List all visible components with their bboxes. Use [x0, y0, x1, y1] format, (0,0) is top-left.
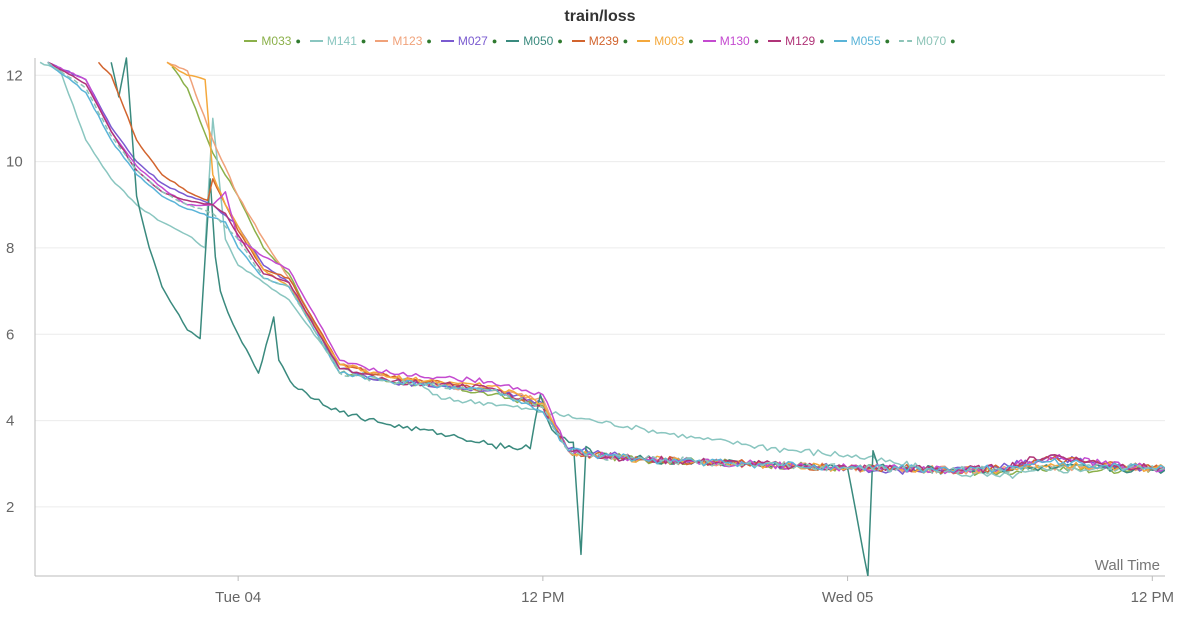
- status-dot-icon: ●: [295, 36, 301, 46]
- legend-label: M130: [719, 34, 750, 48]
- legend-label: M033: [261, 34, 292, 48]
- status-dot-icon: ●: [491, 36, 498, 46]
- legend-swatch: [244, 40, 258, 42]
- legend-swatch: [571, 40, 585, 42]
- x-tick-label: 12 PM: [521, 589, 564, 606]
- legend-label: M141: [326, 34, 357, 48]
- status-dot-icon: ●: [950, 36, 956, 46]
- legend-swatch: [440, 40, 454, 42]
- legend-item-m003[interactable]: M003 ●: [637, 34, 694, 48]
- series-line-m141: [39, 61, 1165, 479]
- legend-item-m129[interactable]: M129 ●: [768, 34, 825, 48]
- status-dot-icon: ●: [360, 36, 367, 46]
- x-axis-title: Wall Time: [1095, 557, 1160, 574]
- legend-swatch: [375, 40, 389, 42]
- chart-title: train/loss: [564, 8, 636, 25]
- status-dot-icon: ●: [884, 36, 891, 46]
- legend-label: M055: [850, 34, 881, 48]
- legend-label: M027: [457, 34, 488, 48]
- y-tick-label: 4: [6, 413, 14, 430]
- y-tick-label: 6: [6, 326, 14, 343]
- status-dot-icon: ●: [688, 36, 694, 46]
- legend-swatch: [506, 40, 520, 42]
- legend-item-m070[interactable]: M070 ●: [899, 34, 956, 48]
- legend-item-m239[interactable]: M239 ●: [571, 34, 629, 48]
- series-line-m239: [97, 61, 1165, 475]
- status-dot-icon: ●: [426, 36, 432, 46]
- legend-item-m141[interactable]: M141 ●: [309, 34, 367, 48]
- status-dot-icon: ●: [753, 36, 760, 46]
- series-line-m050: [110, 57, 1165, 576]
- y-tick-label: 2: [6, 499, 14, 516]
- y-tick-label: 10: [6, 154, 23, 171]
- y-tick-label: 12: [6, 67, 23, 84]
- legend-item-m130[interactable]: M130 ●: [702, 34, 760, 48]
- legend-label: M003: [654, 34, 685, 48]
- status-dot-icon: ●: [819, 36, 825, 46]
- legend-swatch: [899, 40, 913, 42]
- series-line-m070: [47, 61, 1165, 475]
- legend-item-m033[interactable]: M033 ●: [244, 34, 301, 48]
- status-dot-icon: ●: [622, 36, 629, 46]
- series-line-m027: [47, 61, 1165, 475]
- legend-swatch: [637, 40, 651, 42]
- legend-item-m123[interactable]: M123 ●: [375, 34, 432, 48]
- legend-item-m050[interactable]: M050 ●: [506, 34, 563, 48]
- series-line-m033: [171, 66, 1165, 477]
- legend-swatch: [309, 40, 323, 42]
- legend-item-m027[interactable]: M027 ●: [440, 34, 498, 48]
- legend-label: M129: [785, 34, 816, 48]
- series-line-m055: [47, 61, 1165, 474]
- x-tick-label: 12 PM: [1131, 589, 1174, 606]
- x-tick-label: Tue 04: [215, 589, 261, 606]
- y-tick-label: 8: [6, 240, 14, 257]
- legend-swatch: [833, 40, 847, 42]
- series-line-m130: [47, 61, 1165, 475]
- legend-label: M050: [523, 34, 554, 48]
- legend-swatch: [702, 40, 716, 42]
- series-line-m129: [47, 61, 1165, 474]
- legend-label: M070: [916, 34, 947, 48]
- legend-swatch: [768, 40, 782, 42]
- legend-label: M123: [392, 34, 423, 48]
- series-line-m003: [166, 61, 1165, 475]
- series-line-m123: [166, 61, 1165, 475]
- legend-label: M239: [588, 34, 619, 48]
- status-dot-icon: ●: [557, 36, 563, 46]
- legend: M033 ● M141 ● M123 ● M027 ● M050 ● M239 ● M003 ● M130 ●…: [0, 34, 1200, 48]
- legend-item-m055[interactable]: M055 ●: [833, 34, 891, 48]
- x-tick-label: Wed 05: [822, 589, 873, 606]
